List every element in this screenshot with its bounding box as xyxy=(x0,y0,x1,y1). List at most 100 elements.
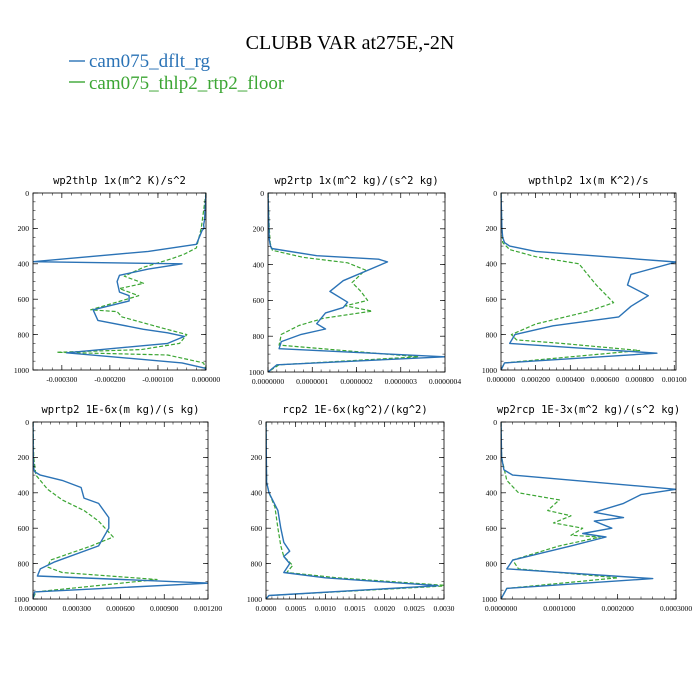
y-tick-label: 200 xyxy=(18,453,30,462)
x-tick-label: 0.0000004 xyxy=(429,377,461,386)
y-tick-label: 1000 xyxy=(14,595,29,604)
plot-frame xyxy=(500,421,677,600)
y-tick-label: 1000 xyxy=(482,366,497,375)
y-tick-label: 200 xyxy=(251,453,263,462)
chart-panel-5: wp2rcp 1E-3x(m^2 kg)/(s^2 kg)0 200 400 600 8… xyxy=(482,404,693,613)
x-tick-label: 0.0010 xyxy=(315,604,336,613)
x-tick-label: 0.000600 xyxy=(106,604,135,613)
plot-frame xyxy=(265,421,445,600)
series-line-0 xyxy=(501,422,676,599)
x-tick-label: 0.0000003 xyxy=(385,377,417,386)
series-line-0 xyxy=(33,422,208,599)
x-tick-label: -0.000100 xyxy=(142,375,173,384)
y-tick-label: 0 xyxy=(260,189,264,198)
x-tick-label: -0.000300 xyxy=(46,375,77,384)
x-tick-label: 0.0003000 xyxy=(660,604,692,613)
x-tick-label: 0.000400 xyxy=(556,375,585,384)
chart-panels: wp2thlp 1x(m^2 K)/s^2 0 200 400 600 800 1000 -0… xyxy=(14,175,693,613)
y-tick-label: 600 xyxy=(18,524,30,533)
series-line-1 xyxy=(501,422,619,599)
y-tick-label: 1000 xyxy=(482,595,497,604)
series-line-1 xyxy=(56,193,206,370)
x-tick-label: 0.000300 xyxy=(63,604,92,613)
y-tick-label: 400 xyxy=(18,260,30,269)
y-tick-label: 1000 xyxy=(247,595,262,604)
y-tick-label: 600 xyxy=(251,524,263,533)
figure-legend: cam075_dflt_rg cam075_thlp2_rtp2_floor xyxy=(69,51,285,94)
x-tick-label: 0.000000 xyxy=(192,375,221,384)
x-tick-label: 0.000600 xyxy=(591,375,620,384)
series-line-1 xyxy=(33,422,158,599)
x-tick-label: 0.000000 xyxy=(487,375,516,384)
series-group xyxy=(266,422,444,599)
panel-title: wprtp2 1E-6x(m kg)/(s kg) xyxy=(41,404,199,416)
chart-panel-1: wp2rtp 1x(m^2 kg)/(s^2 kg) 0 200 400 600 800 1… xyxy=(249,175,462,386)
chart-panel-3: wprtp2 1E-6x(m kg)/(s kg) 0 200 400 600 800 10… xyxy=(14,404,223,613)
y-tick-label: 200 xyxy=(486,453,498,462)
x-tick-label: 0.0000 xyxy=(256,604,277,613)
y-tick-label: 400 xyxy=(18,489,30,498)
series-group xyxy=(33,193,206,370)
x-tick-label: 0.0002000 xyxy=(602,604,634,613)
legend-label-0: cam075_dflt_rg xyxy=(89,51,211,72)
x-tick-label: 0.000200 xyxy=(521,375,550,384)
series-line-1 xyxy=(266,422,444,599)
x-tick-label: 0.0005 xyxy=(285,604,306,613)
panel-title: wp2rcp 1E-3x(m^2 kg)/(s^2 kg) xyxy=(497,404,680,416)
y-tick-label: 600 xyxy=(253,296,265,305)
series-group xyxy=(33,422,208,599)
series-line-1 xyxy=(268,193,419,372)
x-tick-label: 0.00100 xyxy=(662,375,687,384)
series-group xyxy=(268,193,445,372)
x-tick-label: 0.0001000 xyxy=(543,604,575,613)
x-tick-label: 0.0000000 xyxy=(485,604,517,613)
x-tick-label: 0.0000000 xyxy=(252,377,284,386)
y-tick-label: 1000 xyxy=(14,366,29,375)
y-tick-label: 800 xyxy=(251,559,263,568)
chart-panel-2: wpthlp2 1x(m K^2)/s020040060080010000.00… xyxy=(482,175,687,384)
y-tick-label: 800 xyxy=(18,559,30,568)
series-group xyxy=(501,193,676,370)
y-tick-label: 800 xyxy=(18,330,30,339)
y-tick-label: 800 xyxy=(486,330,498,339)
y-tick-label: 200 xyxy=(253,225,265,234)
x-tick-label: 0.000900 xyxy=(150,604,179,613)
series-line-1 xyxy=(501,193,641,370)
series-group xyxy=(501,422,676,599)
plot-frame xyxy=(500,192,677,371)
panel-title: rcp2 1E-6x(kg^2)/(kg^2) xyxy=(282,404,427,416)
x-tick-label: -0.000200 xyxy=(94,375,125,384)
chart-panel-4: rcp2 1E-6x(kg^2)/(kg^2) 0 200 400 600 800 1000… xyxy=(247,404,455,613)
y-tick-label: 0 xyxy=(493,418,497,427)
x-tick-label: 0.0015 xyxy=(345,604,366,613)
plot-frame xyxy=(267,192,446,373)
y-tick-label: 600 xyxy=(18,295,30,304)
y-tick-label: 400 xyxy=(251,489,263,498)
y-tick-label: 400 xyxy=(486,489,498,498)
panel-title: wpthlp2 1x(m K^2)/s xyxy=(528,175,648,187)
x-tick-label: 0.001200 xyxy=(194,604,223,613)
y-tick-label: 0 xyxy=(258,418,262,427)
chart-panel-0: wp2thlp 1x(m^2 K)/s^2 0 200 400 600 800 1000 -0… xyxy=(14,175,221,384)
y-tick-label: 800 xyxy=(486,559,498,568)
series-line-0 xyxy=(268,193,445,372)
y-tick-label: 200 xyxy=(486,224,498,233)
x-tick-label: 0.0025 xyxy=(404,604,425,613)
series-line-0 xyxy=(266,422,439,599)
legend-label-1: cam075_thlp2_rtp2_floor xyxy=(89,73,285,94)
series-line-0 xyxy=(501,193,676,370)
y-tick-label: 800 xyxy=(253,332,265,341)
x-tick-label: 0.000000 xyxy=(19,604,48,613)
y-tick-label: 0 xyxy=(493,189,497,198)
panel-title: wp2thlp 1x(m^2 K)/s^2 xyxy=(53,175,186,187)
panel-title: wp2rtp 1x(m^2 kg)/(s^2 kg) xyxy=(274,175,438,187)
y-tick-label: 1000 xyxy=(249,368,264,377)
x-tick-label: 0.0000001 xyxy=(296,377,328,386)
y-tick-label: 200 xyxy=(18,224,30,233)
figure-title: CLUBB VAR at275E,-2N xyxy=(246,32,455,54)
x-tick-label: 0.000800 xyxy=(625,375,654,384)
y-tick-label: 400 xyxy=(253,260,265,269)
plot-frame xyxy=(32,421,209,600)
y-tick-label: 0 xyxy=(25,418,29,427)
